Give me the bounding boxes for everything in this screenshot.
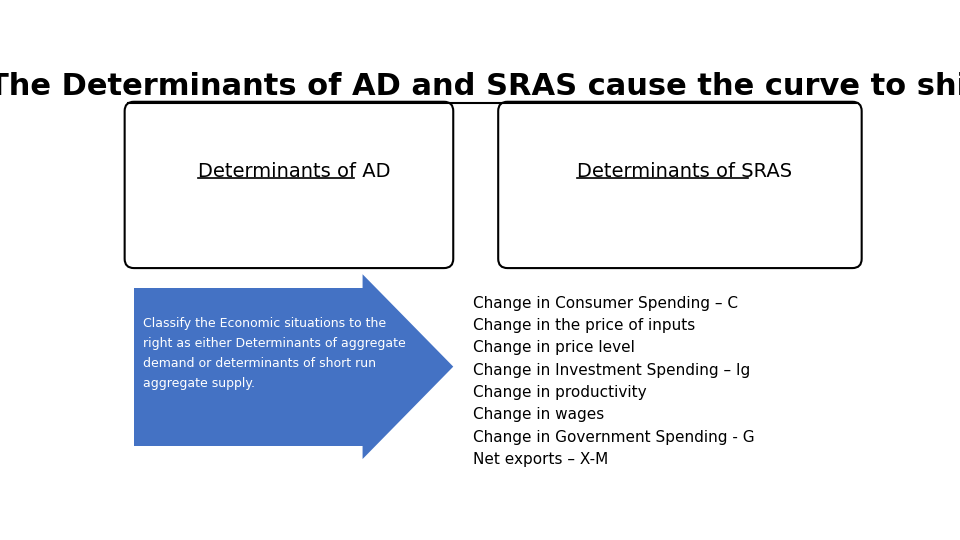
- Text: Change in Government Spending - G: Change in Government Spending - G: [472, 430, 755, 445]
- Text: Change in price level: Change in price level: [472, 340, 635, 355]
- Text: Net exports – X-M: Net exports – X-M: [472, 452, 608, 467]
- Text: Classify the Economic situations to the
right as either Determinants of aggregat: Classify the Economic situations to the …: [143, 317, 406, 390]
- FancyBboxPatch shape: [125, 102, 453, 268]
- Text: Determinants of AD: Determinants of AD: [198, 161, 390, 180]
- FancyBboxPatch shape: [134, 288, 363, 446]
- Text: Determinants of SRAS: Determinants of SRAS: [577, 161, 792, 180]
- Text: Change in wages: Change in wages: [472, 408, 604, 422]
- FancyBboxPatch shape: [498, 102, 862, 268]
- Text: Change in Consumer Spending – C: Change in Consumer Spending – C: [472, 296, 737, 311]
- Text: Change in Investment Spending – Ig: Change in Investment Spending – Ig: [472, 363, 750, 378]
- Text: Change in the price of inputs: Change in the price of inputs: [472, 318, 695, 333]
- Text: Change in productivity: Change in productivity: [472, 385, 646, 400]
- Text: The Determinants of AD and SRAS cause the curve to shift: The Determinants of AD and SRAS cause th…: [0, 72, 960, 101]
- Polygon shape: [363, 274, 453, 459]
